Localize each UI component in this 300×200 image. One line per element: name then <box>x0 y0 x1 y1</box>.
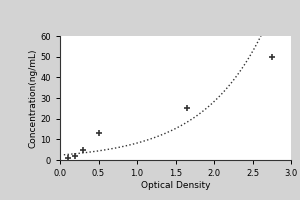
X-axis label: Optical Density: Optical Density <box>141 181 210 190</box>
Y-axis label: Concentration(ng/mL): Concentration(ng/mL) <box>28 48 38 148</box>
